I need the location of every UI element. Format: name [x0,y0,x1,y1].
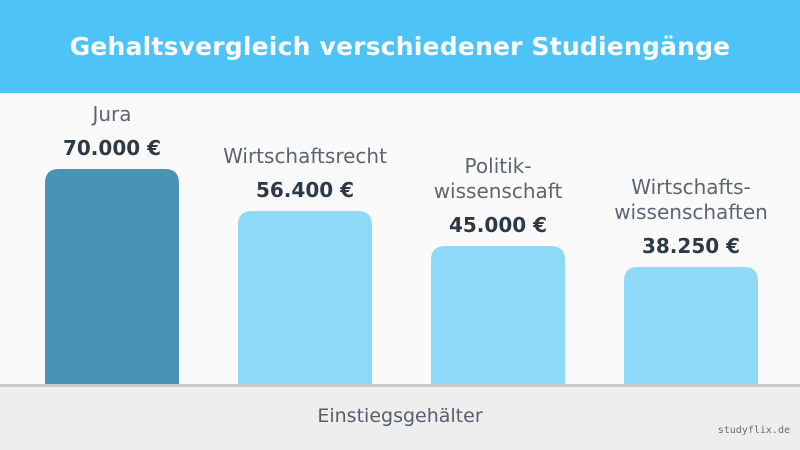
bar-3 [624,266,758,385]
category-label-0: Jura [90,102,131,126]
chart-area: 70.000 € Jura 56.400 € Wirtschaftsrecht 45.0… [0,93,800,385]
bar-2 [431,246,565,385]
x-axis-label: Einstiegsgehälter [317,405,483,427]
value-label-3: 38.250 € [642,234,740,258]
page-title: Gehaltsvergleich verschiedener Studiengä… [69,32,731,61]
chart-baseline [0,384,800,387]
category-label-1: Wirtschaftsrecht [223,144,387,168]
brand-watermark: studyflix.de [717,425,790,436]
bar-chart: 70.000 € Jura 56.400 € Wirtschaftsrecht 45.0… [45,102,768,385]
category-label-3-line-1: wissenschaften [614,200,768,224]
category-label-2-line-1: wissenschaft [434,179,563,203]
value-label-1: 56.400 € [256,178,354,202]
footer: Einstiegsgehälter studyflix.de [0,387,800,450]
value-label-2: 45.000 € [449,213,547,237]
category-label-3-line-0: Wirtschafts- [631,175,750,199]
bar-1 [238,210,372,385]
title-banner: Gehaltsvergleich verschiedener Studiengä… [0,0,800,93]
value-label-0: 70.000 € [63,136,161,160]
category-label-2-line-0: Politik- [465,154,532,178]
bar-0 [45,169,179,385]
